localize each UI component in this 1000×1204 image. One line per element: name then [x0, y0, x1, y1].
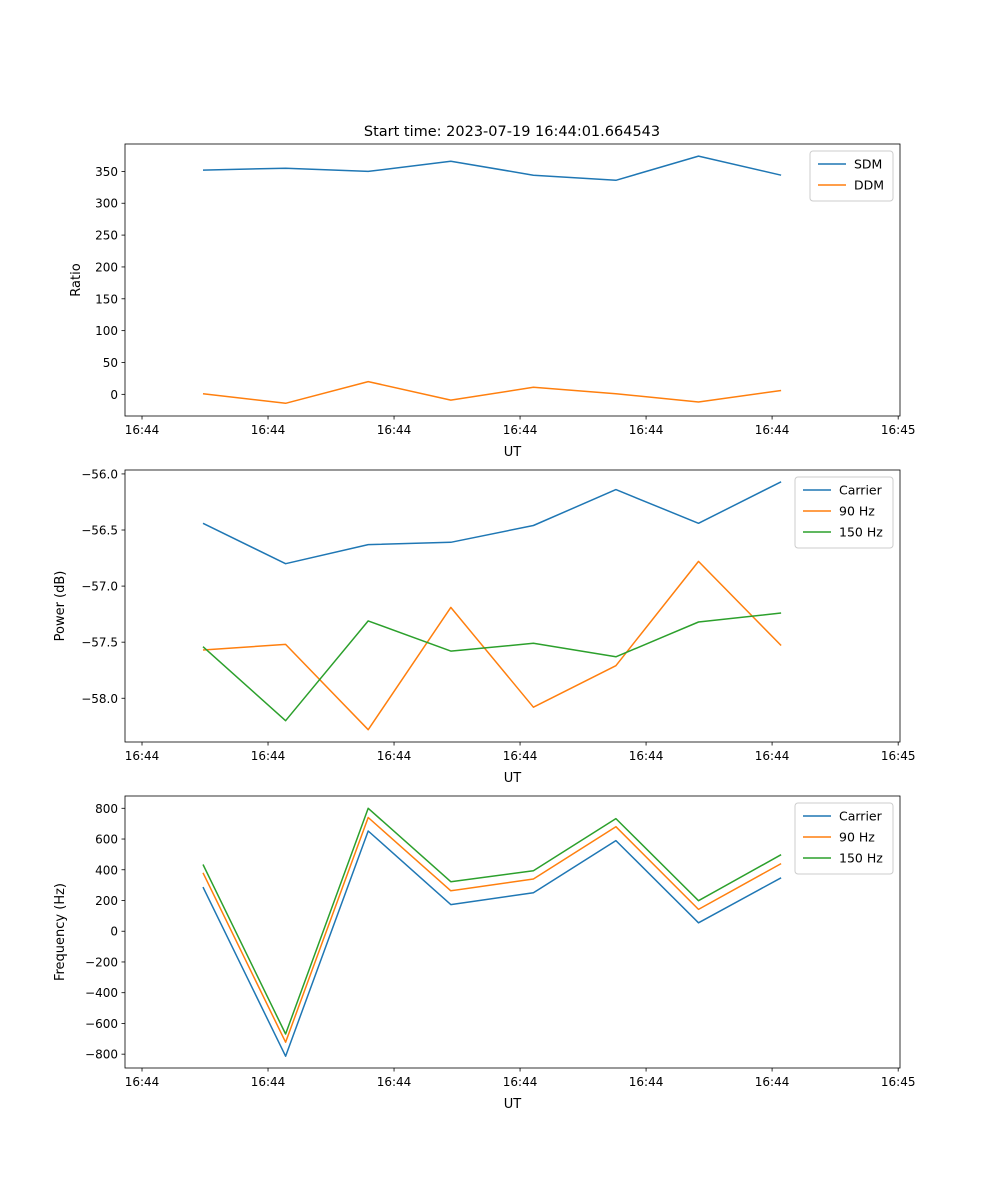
- y-tick-label: 800: [95, 802, 118, 816]
- x-tick-label: 16:44: [377, 423, 412, 437]
- y-tick-label: −56.0: [81, 467, 118, 481]
- x-tick-label: 16:45: [881, 1075, 916, 1089]
- legend-label: SDM: [854, 157, 882, 172]
- x-axis-label: UT: [504, 1097, 522, 1112]
- legend-label: Carrier: [839, 809, 883, 824]
- y-tick-label: 0: [110, 925, 118, 939]
- x-tick-label: 16:44: [503, 749, 538, 763]
- y-tick-label: 600: [95, 833, 118, 847]
- axes-frame: [125, 796, 900, 1068]
- y-tick-label: −57.0: [81, 580, 118, 594]
- axes-frame: [125, 144, 900, 416]
- y-tick-label: −800: [85, 1048, 118, 1062]
- legend: Carrier 90 Hz 150 Hz: [795, 477, 893, 548]
- axes-panel-2: 16:44 16:44 16:44 16:44 16:44 16:44 16:45 −58.0…: [53, 467, 915, 786]
- x-tick-label: 16:44: [377, 1075, 412, 1089]
- chart-title: Start time: 2023-07-19 16:44:01.664543: [364, 124, 660, 140]
- x-tick-label: 16:44: [503, 423, 538, 437]
- x-tick-label: 16:44: [755, 423, 790, 437]
- legend-label: 90 Hz: [839, 830, 875, 845]
- axes-frame: [125, 470, 900, 742]
- x-tick-label: 16:44: [251, 1075, 286, 1089]
- x-tick-label: 16:44: [755, 1075, 790, 1089]
- legend-label: DDM: [854, 178, 884, 193]
- series-line-150-hz: [203, 613, 781, 721]
- x-tick-label: 16:44: [125, 1075, 160, 1089]
- y-tick-label: 250: [95, 229, 118, 243]
- x-tick-label: 16:44: [629, 423, 664, 437]
- series-line-150-hz: [203, 808, 781, 1034]
- y-tick-label: −600: [85, 1017, 118, 1031]
- x-tick-label: 16:44: [755, 749, 790, 763]
- x-tick-label: 16:44: [629, 1075, 664, 1089]
- y-tick-label: 300: [95, 197, 118, 211]
- y-tick-label: 150: [95, 292, 118, 306]
- x-tick-label: 16:44: [251, 749, 286, 763]
- legend-label: 90 Hz: [839, 504, 875, 519]
- y-tick-label: 200: [95, 260, 118, 274]
- y-tick-label: 50: [103, 356, 118, 370]
- legend: SDM DDM: [810, 151, 893, 201]
- x-tick-label: 16:44: [251, 423, 286, 437]
- x-tick-label: 16:44: [125, 423, 160, 437]
- y-tick-label: 0: [110, 388, 118, 402]
- x-tick-label: 16:44: [377, 749, 412, 763]
- legend-label: 150 Hz: [839, 851, 883, 866]
- x-tick-label: 16:45: [881, 423, 916, 437]
- legend-label: 150 Hz: [839, 525, 883, 540]
- x-axis-label: UT: [504, 771, 522, 786]
- y-axis-label: Power (dB): [53, 571, 68, 642]
- y-axis-label: Frequency (Hz): [53, 883, 68, 981]
- y-tick-label: 100: [95, 324, 118, 338]
- y-tick-label: 400: [95, 863, 118, 877]
- y-tick-label: 200: [95, 894, 118, 908]
- axes-panel-3: 16:44 16:44 16:44 16:44 16:44 16:44 16:45 −800 −…: [53, 796, 915, 1112]
- y-tick-label: −57.5: [81, 636, 118, 650]
- y-tick-label: −58.0: [81, 692, 118, 706]
- x-tick-label: 16:45: [881, 749, 916, 763]
- x-tick-label: 16:44: [503, 1075, 538, 1089]
- y-tick-label: −400: [85, 986, 118, 1000]
- series-line-90-hz: [203, 561, 781, 729]
- series-line-ddm: [203, 382, 781, 404]
- x-axis-label: UT: [504, 445, 522, 460]
- x-tick-label: 16:44: [629, 749, 664, 763]
- legend: Carrier 90 Hz 150 Hz: [795, 803, 893, 874]
- series-line-sdm: [203, 156, 781, 180]
- y-axis-label: Ratio: [69, 263, 84, 296]
- x-tick-label: 16:44: [125, 749, 160, 763]
- legend-label: Carrier: [839, 483, 883, 498]
- axes-panel-1: 16:44 16:44 16:44 16:44 16:44 16:44 16:45 0 50 10…: [69, 144, 915, 460]
- y-tick-label: −200: [85, 955, 118, 969]
- y-tick-label: −56.5: [81, 524, 118, 538]
- series-line-carrier: [203, 482, 781, 564]
- y-tick-label: 350: [95, 165, 118, 179]
- series-line-90-hz: [203, 818, 781, 1043]
